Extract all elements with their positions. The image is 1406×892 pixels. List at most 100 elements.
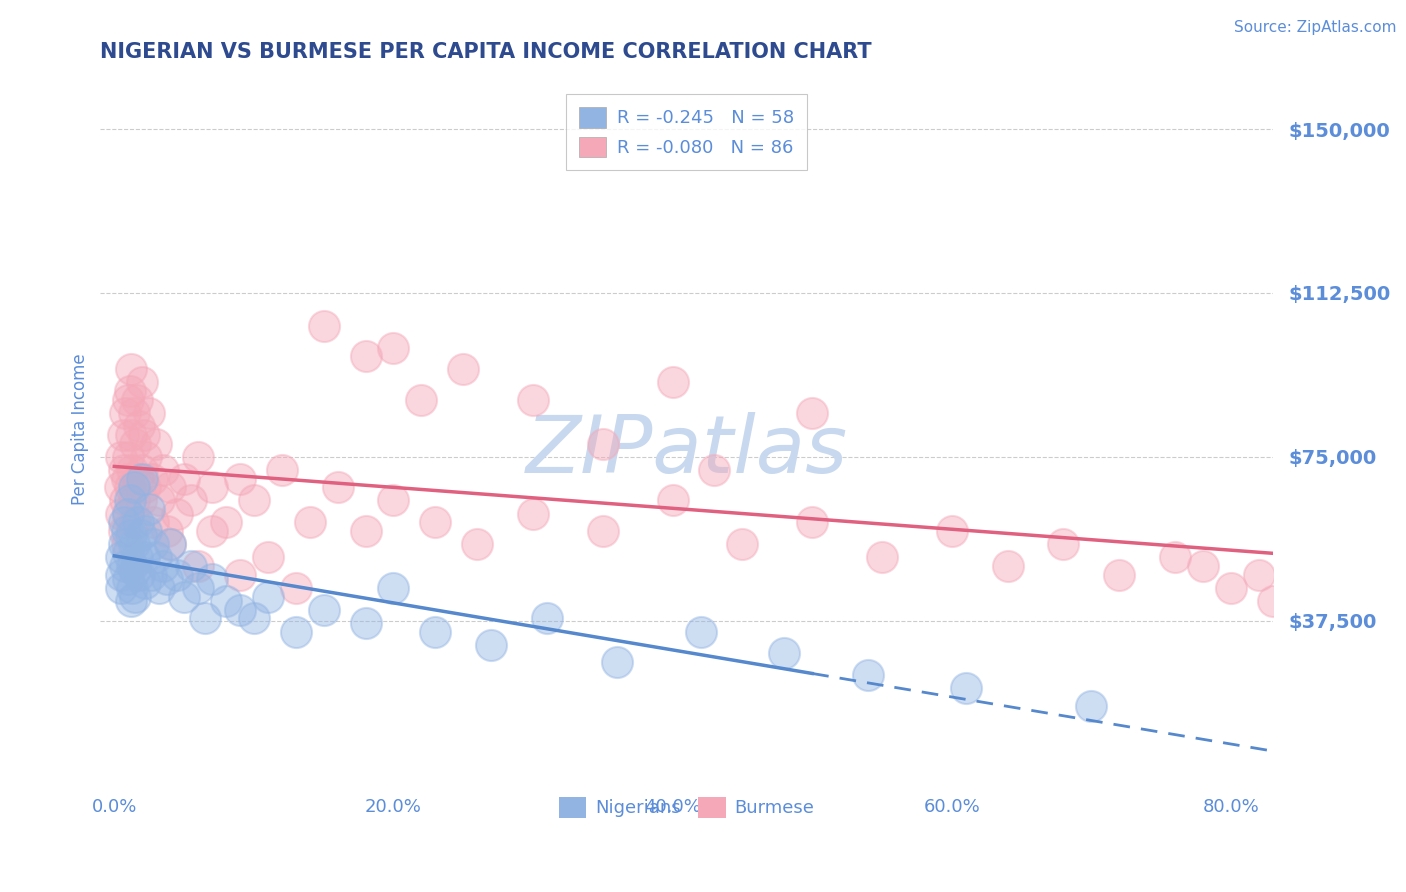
Point: [120, 362, 142, 376]
Point: [110, 550, 132, 565]
Point: [131, 376, 153, 390]
Point: [117, 392, 139, 407]
Point: [117, 572, 139, 586]
Point: [284, 581, 307, 595]
Point: [229, 472, 252, 486]
Point: [132, 550, 155, 565]
Point: [187, 558, 209, 573]
Point: [134, 480, 156, 494]
Y-axis label: Per Capita Income: Per Capita Income: [72, 353, 89, 505]
Point: [135, 450, 157, 464]
Point: [159, 537, 181, 551]
Point: [312, 602, 335, 616]
Point: [156, 524, 179, 538]
Point: [194, 611, 217, 625]
Point: [382, 341, 405, 355]
Point: [118, 480, 141, 494]
Point: [411, 392, 433, 407]
Legend: Nigerians, Burmese: Nigerians, Burmese: [551, 789, 821, 825]
Point: [187, 581, 209, 595]
Point: [131, 472, 153, 486]
Point: [522, 392, 544, 407]
Point: [124, 563, 146, 577]
Point: [1108, 567, 1130, 582]
Point: [142, 537, 165, 551]
Point: [425, 516, 447, 530]
Point: [128, 567, 150, 582]
Point: [115, 537, 138, 551]
Point: [270, 463, 292, 477]
Point: [201, 524, 224, 538]
Point: [128, 419, 150, 434]
Point: [773, 646, 796, 660]
Point: [132, 428, 155, 442]
Point: [122, 406, 145, 420]
Point: [180, 493, 202, 508]
Point: [124, 436, 146, 450]
Point: [536, 611, 558, 625]
Point: [451, 362, 474, 376]
Point: [117, 450, 139, 464]
Point: [870, 550, 893, 565]
Point: [139, 567, 162, 582]
Point: [135, 524, 157, 538]
Point: [661, 376, 683, 390]
Point: [689, 624, 711, 639]
Point: [131, 463, 153, 477]
Point: [129, 528, 152, 542]
Point: [256, 550, 278, 565]
Point: [108, 480, 131, 494]
Point: [215, 516, 238, 530]
Point: [159, 537, 181, 551]
Point: [121, 558, 143, 573]
Point: [166, 567, 188, 582]
Point: [138, 406, 160, 420]
Point: [173, 472, 195, 486]
Text: ZIPatlas: ZIPatlas: [526, 412, 848, 490]
Point: [1080, 698, 1102, 713]
Point: [152, 463, 174, 477]
Point: [425, 624, 447, 639]
Point: [115, 524, 138, 538]
Point: [159, 480, 181, 494]
Point: [138, 502, 160, 516]
Point: [120, 594, 142, 608]
Point: [121, 581, 143, 595]
Point: [661, 493, 683, 508]
Point: [243, 493, 266, 508]
Point: [173, 590, 195, 604]
Point: [1164, 550, 1187, 565]
Point: [382, 581, 405, 595]
Point: [1261, 594, 1284, 608]
Point: [243, 611, 266, 625]
Point: [229, 602, 252, 616]
Point: [606, 655, 628, 669]
Point: [354, 615, 377, 630]
Point: [120, 428, 142, 442]
Point: [382, 493, 405, 508]
Point: [110, 450, 132, 464]
Point: [354, 349, 377, 363]
Point: [856, 668, 879, 682]
Point: [118, 384, 141, 399]
Point: [284, 624, 307, 639]
Point: [114, 558, 136, 573]
Point: [166, 507, 188, 521]
Point: [312, 318, 335, 333]
Point: [298, 516, 321, 530]
Text: NIGERIAN VS BURMESE PER CAPITA INCOME CORRELATION CHART: NIGERIAN VS BURMESE PER CAPITA INCOME CO…: [100, 42, 872, 62]
Point: [117, 507, 139, 521]
Point: [592, 436, 614, 450]
Point: [112, 524, 135, 538]
Point: [148, 493, 170, 508]
Point: [187, 450, 209, 464]
Point: [326, 480, 349, 494]
Point: [215, 594, 238, 608]
Point: [145, 550, 167, 565]
Point: [110, 507, 132, 521]
Point: [148, 581, 170, 595]
Point: [125, 392, 148, 407]
Point: [592, 524, 614, 538]
Point: [997, 558, 1019, 573]
Point: [127, 516, 149, 530]
